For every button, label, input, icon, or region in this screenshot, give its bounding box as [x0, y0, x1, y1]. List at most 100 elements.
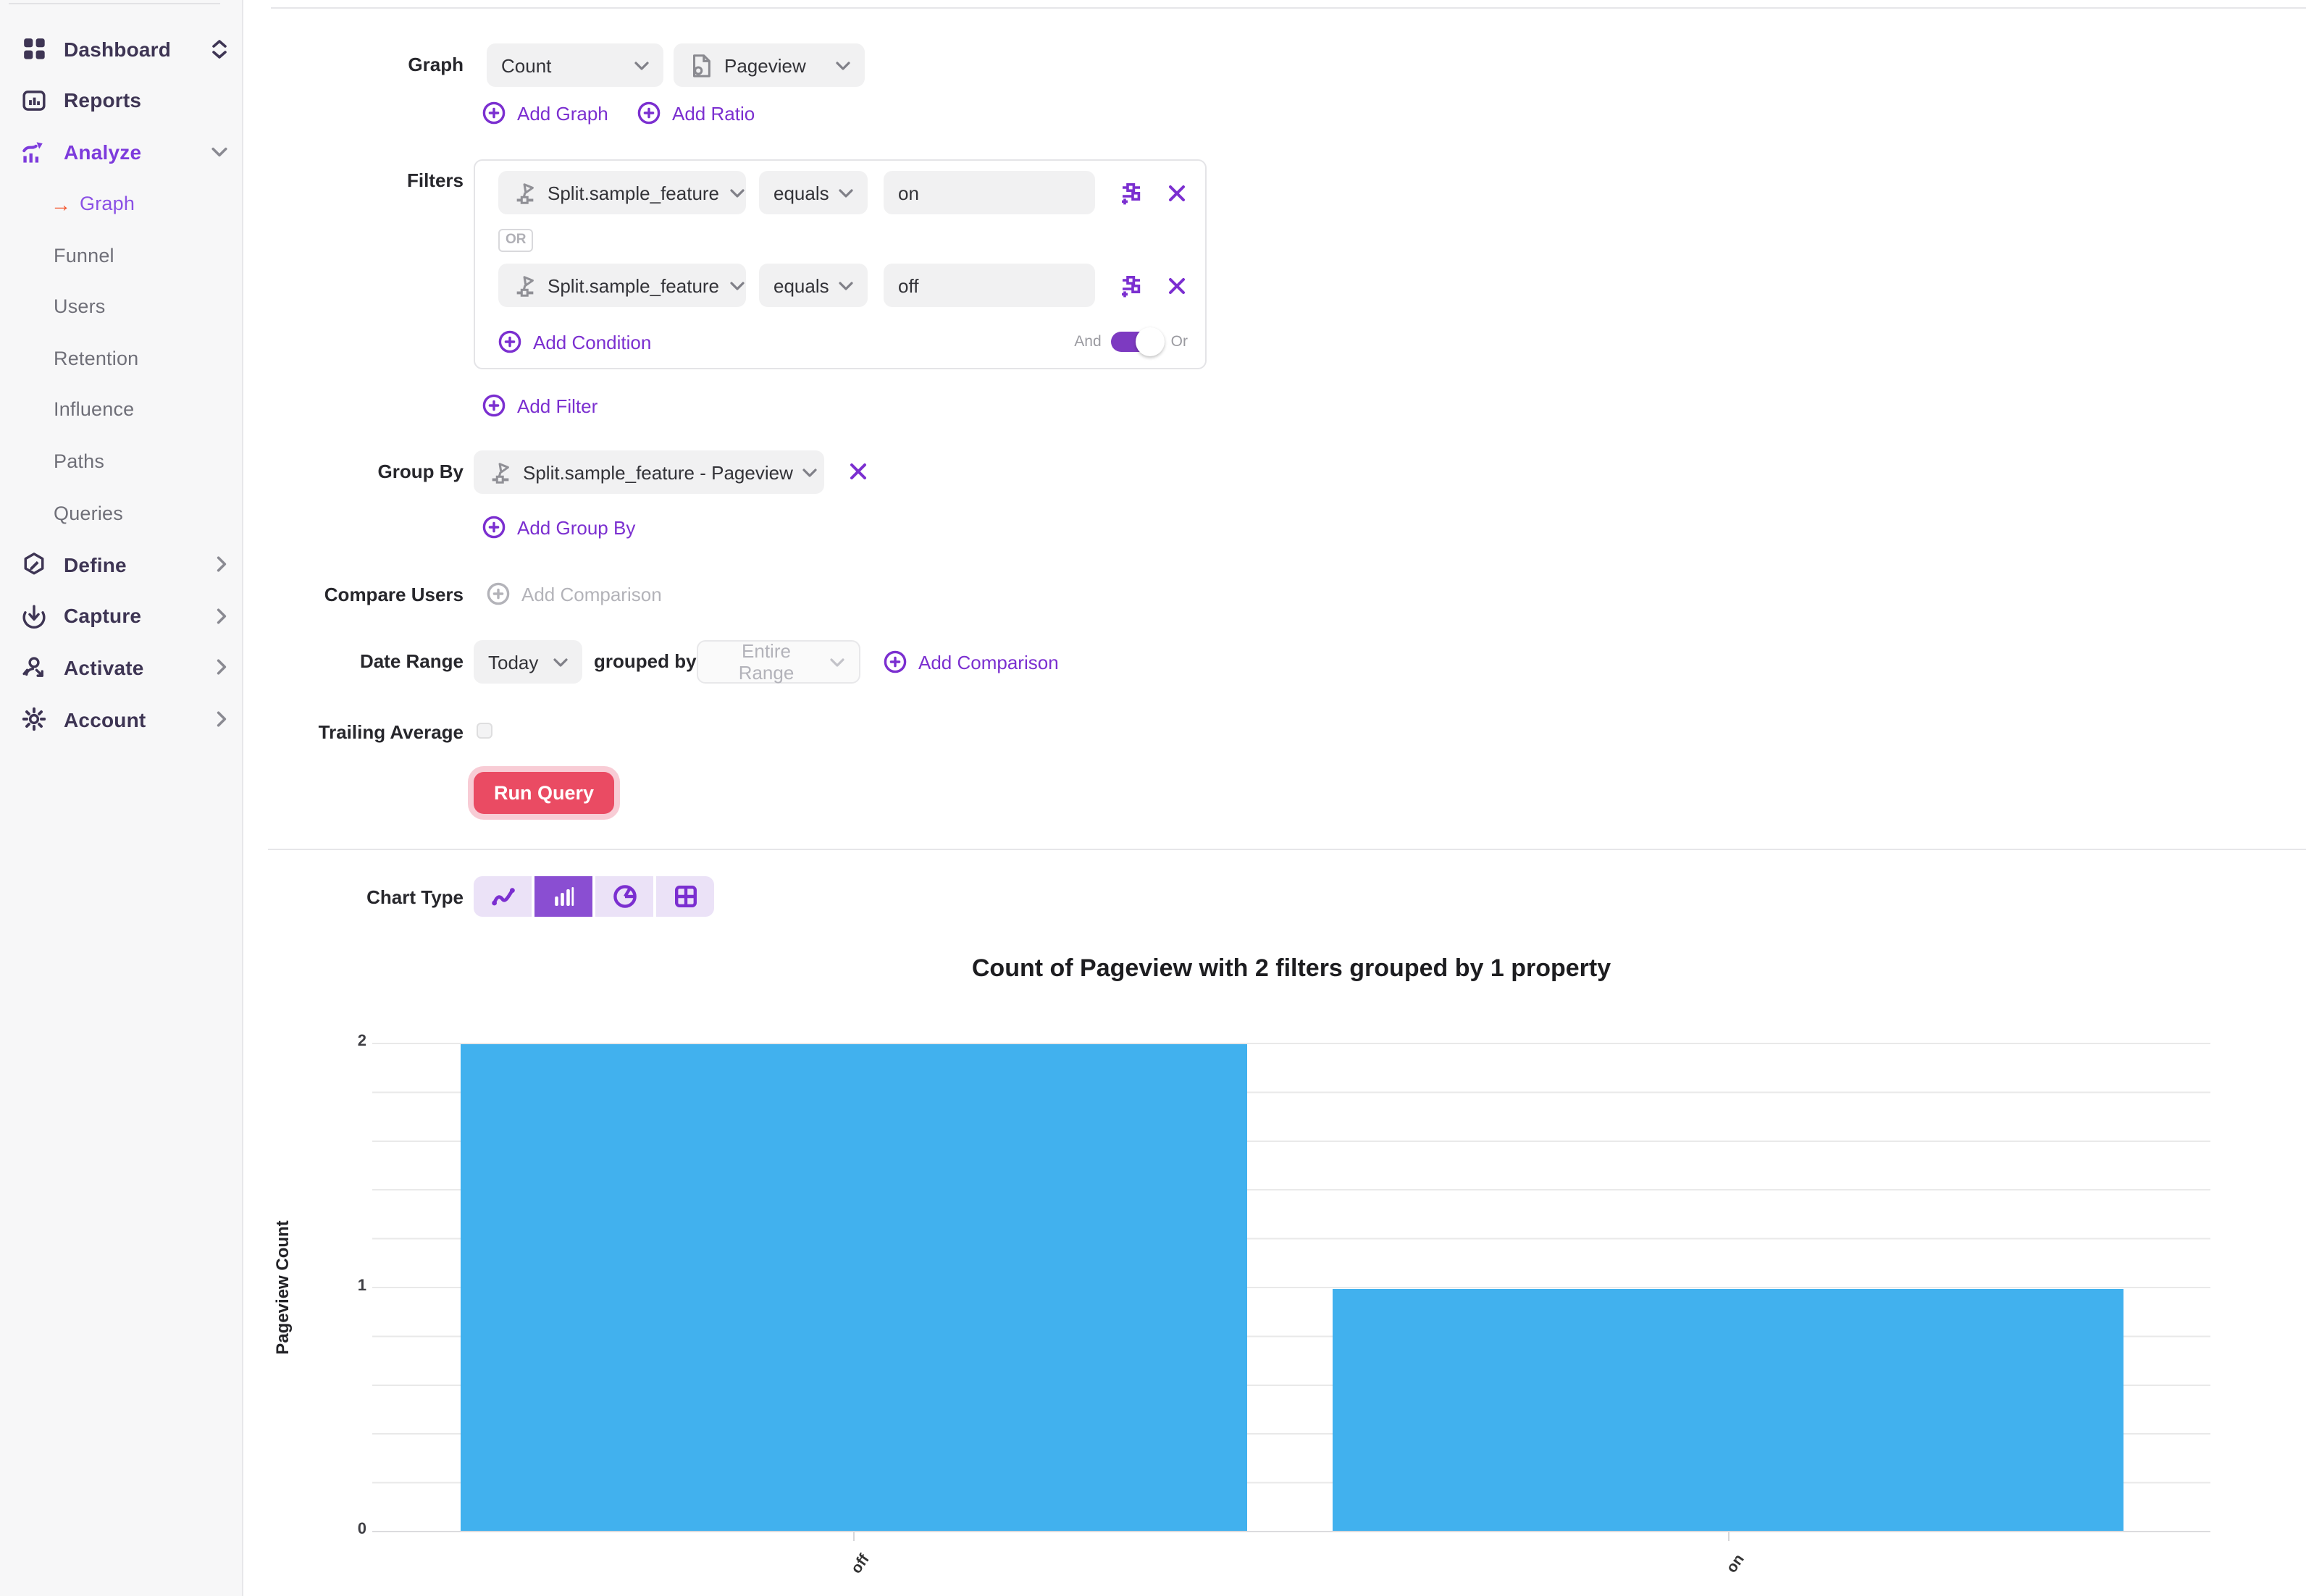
sidebar-item-activate[interactable]: Activate [0, 642, 242, 693]
metric-value: Count [501, 54, 552, 76]
sidebar-item-define[interactable]: Define [0, 539, 242, 590]
plus-circle-icon [487, 582, 510, 605]
chart-type-label: Chart Type [366, 886, 464, 908]
sidebar: Dashboard Reports Analyze → [0, 0, 243, 1596]
graph-label: Graph [408, 54, 464, 75]
sidebar-item-queries[interactable]: Queries [0, 487, 242, 539]
line-chart-type-button[interactable] [474, 876, 532, 917]
table-chart-type-button[interactable] [656, 876, 714, 917]
remove-filter-icon[interactable] [1167, 183, 1186, 202]
add-group-by-button[interactable]: Add Group By [482, 516, 635, 539]
table-icon [674, 885, 697, 908]
filter-operator-dropdown[interactable]: equals [759, 264, 868, 307]
sidebar-item-users[interactable]: Users [0, 281, 242, 332]
capture-download-icon [17, 600, 49, 632]
sidebar-item-label: Activate [64, 655, 144, 679]
chevron-right-icon[interactable] [216, 660, 227, 676]
compare-users-label: Compare Users [324, 584, 464, 605]
add-user-comparison-label: Add Comparison [521, 583, 662, 605]
filter-field-value: Split.sample_feature [548, 182, 720, 203]
event-value: Pageview [724, 54, 806, 76]
sidebar-item-influence[interactable]: Influence [0, 384, 242, 435]
add-filter-button[interactable]: Add Filter [482, 394, 598, 417]
plus-circle-icon [498, 330, 521, 353]
add-condition-label: Add Condition [533, 331, 652, 353]
chevron-down-icon [729, 280, 744, 290]
sidebar-item-reports[interactable]: Reports [0, 75, 242, 126]
y-axis-title: Pageview Count [272, 1220, 293, 1355]
add-date-comparison-button[interactable]: Add Comparison [884, 650, 1059, 673]
y-tick-label: 2 [357, 1033, 366, 1050]
date-range-label: Date Range [359, 650, 464, 672]
filter-field-dropdown[interactable]: Split.sample_feature [498, 171, 746, 214]
and-or-toggle[interactable] [1111, 327, 1165, 356]
or-label: Or [1170, 333, 1188, 350]
bar-chart-type-button[interactable] [534, 876, 592, 917]
sidebar-item-label: Reports [64, 88, 142, 112]
or-badge: OR [498, 229, 534, 251]
pie-chart-type-button[interactable] [595, 876, 653, 917]
sidebar-item-label: Paths [54, 450, 105, 473]
add-date-comparison-label: Add Comparison [918, 651, 1059, 673]
sidebar-item-dashboard[interactable]: Dashboard [0, 23, 242, 75]
bar-chart-icon [554, 887, 574, 906]
date-range-dropdown[interactable]: Today [474, 640, 582, 684]
chevron-down-icon [836, 60, 850, 70]
interval-dropdown[interactable]: Entire Range [697, 640, 860, 684]
chevron-down-icon[interactable] [211, 146, 227, 158]
plus-circle-icon [482, 101, 506, 125]
filters-box: Split.sample_feature equals OR Split.sam… [474, 159, 1207, 369]
filter-field-value: Split.sample_feature [548, 274, 720, 296]
filter-value-input[interactable] [884, 264, 1095, 307]
pageview-icon [688, 52, 714, 78]
remove-filter-icon[interactable] [1167, 276, 1186, 295]
sort-chevrons-icon[interactable] [211, 39, 227, 59]
plus-circle-icon [637, 101, 661, 125]
add-ratio-button[interactable]: Add Ratio [637, 101, 755, 125]
sidebar-item-capture[interactable]: Capture [0, 590, 242, 642]
filter-operator-dropdown[interactable]: equals [759, 171, 868, 214]
bar-chart-plot: off on [372, 1043, 2210, 1577]
sidebar-item-graph[interactable]: → Graph [0, 178, 242, 230]
sidebar-item-funnel[interactable]: Funnel [0, 230, 242, 281]
add-graph-button[interactable]: Add Graph [482, 101, 608, 125]
filter-value-input[interactable] [884, 171, 1095, 214]
add-group-by-label: Add Group By [517, 516, 636, 538]
filter-settings-sliders-icon[interactable] [1118, 272, 1144, 299]
plus-circle-icon [884, 650, 907, 673]
event-dropdown[interactable]: Pageview [674, 43, 865, 87]
chevron-down-icon [729, 188, 744, 198]
trailing-average-checkbox[interactable] [477, 723, 492, 739]
sidebar-item-label: Dashboard [64, 37, 172, 61]
filter-settings-sliders-icon[interactable] [1118, 179, 1144, 206]
interval-value: Entire Range [738, 640, 794, 684]
filter-field-dropdown[interactable]: Split.sample_feature [498, 264, 746, 307]
run-query-button[interactable]: Run Query [474, 772, 615, 814]
sidebar-item-paths[interactable]: Paths [0, 436, 242, 487]
toggle-knob[interactable] [1136, 327, 1165, 356]
add-graph-label: Add Graph [517, 102, 608, 124]
add-user-comparison-button[interactable]: Add Comparison [487, 582, 662, 605]
analyze-chart-icon [17, 136, 49, 168]
bar-off[interactable] [461, 1044, 1247, 1532]
remove-group-by-icon[interactable] [849, 462, 868, 481]
chevron-right-icon[interactable] [216, 556, 227, 573]
sidebar-item-retention[interactable]: Retention [0, 332, 242, 384]
group-by-dropdown[interactable]: Split.sample_feature - Pageview [474, 450, 824, 494]
grouped-by-label: grouped by [594, 650, 697, 672]
sidebar-item-analyze[interactable]: Analyze [0, 126, 242, 177]
chevron-down-icon [634, 60, 649, 70]
chart-title: Count of Pageview with 2 filters grouped… [971, 954, 1611, 982]
chevron-down-icon [553, 657, 568, 667]
x-tick-label: off [847, 1551, 873, 1577]
and-or-toggle-group: And Or [1074, 327, 1188, 356]
chevron-right-icon[interactable] [216, 711, 227, 727]
sidebar-item-account[interactable]: Account [0, 693, 242, 744]
chevron-right-icon[interactable] [216, 608, 227, 624]
dashboard-grid-icon [17, 33, 49, 65]
x-axis-line [372, 1531, 2210, 1532]
bar-on[interactable] [1333, 1288, 2123, 1532]
add-condition-button[interactable]: Add Condition [498, 330, 651, 353]
metric-dropdown[interactable]: Count [487, 43, 663, 87]
